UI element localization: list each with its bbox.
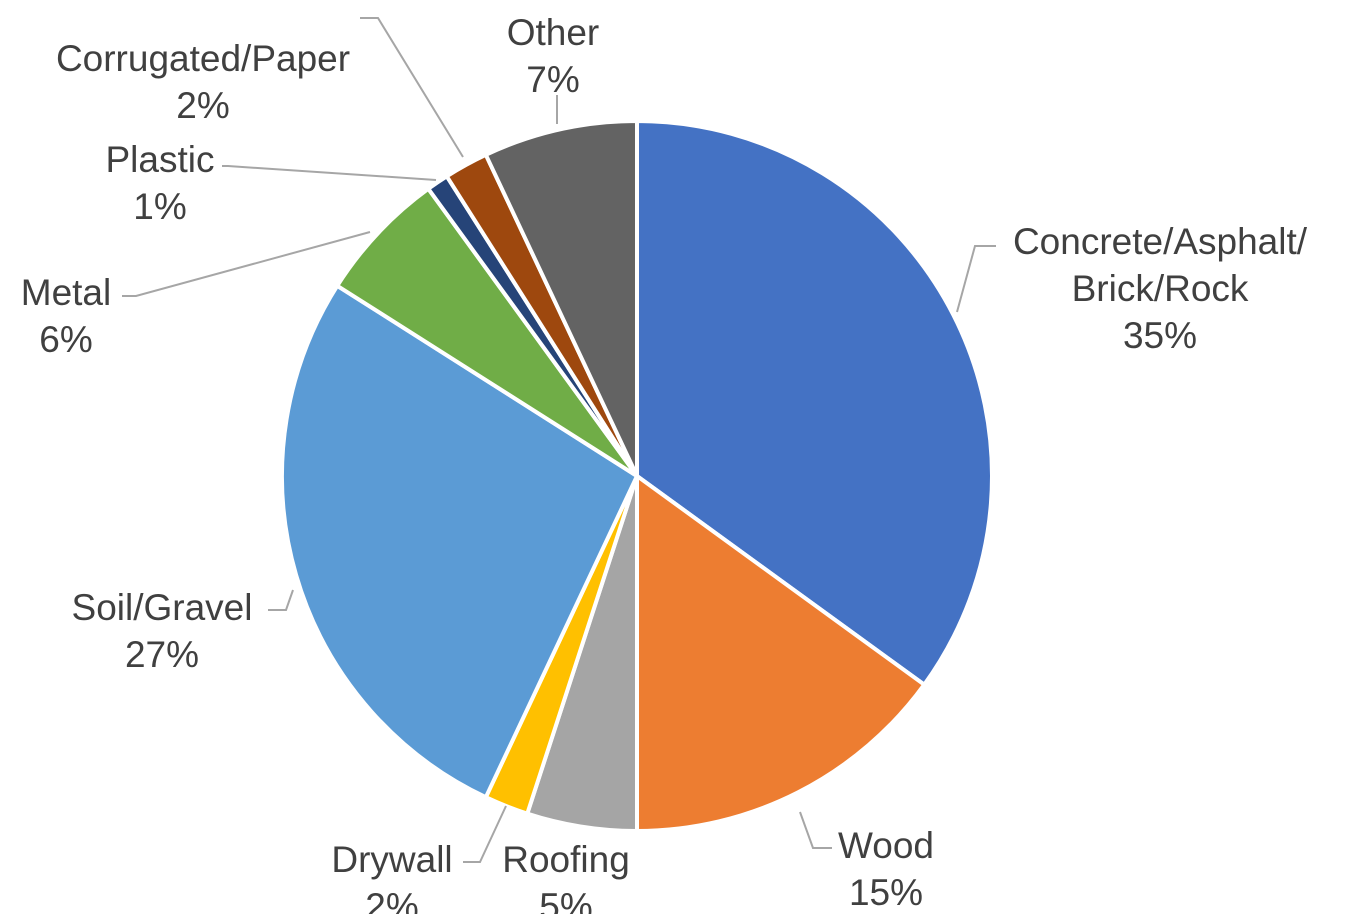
leader-lines [122,17,996,863]
leader-line-wood [799,811,832,849]
data-label-corrugated-paper: Corrugated/Paper 2% [56,38,350,126]
label-category: Plastic [106,139,215,180]
label-percent: 6% [39,319,92,360]
data-label-wood: Wood 15% [838,825,934,913]
leader-line-corrugated-paper [360,17,464,158]
label-category: Drywall [331,839,452,880]
label-category: Other [507,12,600,53]
label-percent: 5% [539,886,592,914]
leader-line-drywall [463,805,507,863]
data-label-metal: Metal 6% [21,272,111,360]
label-percent: 15% [849,872,923,913]
label-percent: 1% [133,186,186,227]
slice-other [483,119,639,478]
label-percent: 7% [526,59,579,100]
leader-line-soil-gravel [268,589,294,611]
label-category: Corrugated/Paper [56,38,350,79]
label-category: Metal [21,272,111,313]
data-label-roofing: Roofing 5% [502,839,630,914]
slice-metal [335,186,639,478]
label-percent: 2% [365,886,418,914]
data-label-soil-gravel: Soil/Gravel 27% [72,587,253,675]
label-category: Brick/Rock [1072,268,1249,309]
data-label-concrete-asphalt-brick-rock: Concrete/Asphalt/Brick/Rock 35% [1013,221,1308,356]
slice-concrete-asphalt-brick-rock [635,119,994,687]
pie-slices [279,119,994,833]
label-category: Roofing [502,839,630,880]
label-percent: 2% [176,85,229,126]
data-labels: Concrete/Asphalt/Brick/Rock 35% Wood 15% Roo… [21,12,1308,914]
leader-line-plastic [222,165,437,181]
data-label-plastic: Plastic 1% [106,139,215,227]
leader-line-concrete-asphalt-brick-rock [956,245,996,313]
slice-soil-gravel [279,283,639,800]
label-category: Soil/Gravel [72,587,253,628]
data-label-other: Other 7% [507,12,600,100]
label-category: Concrete/Asphalt/ [1013,221,1308,262]
label-category: Wood [838,825,934,866]
label-percent: 35% [1123,315,1197,356]
slice-wood [635,474,927,833]
data-label-drywall: Drywall 2% [331,839,452,914]
label-percent: 27% [125,634,199,675]
leader-line-metal [122,231,371,297]
